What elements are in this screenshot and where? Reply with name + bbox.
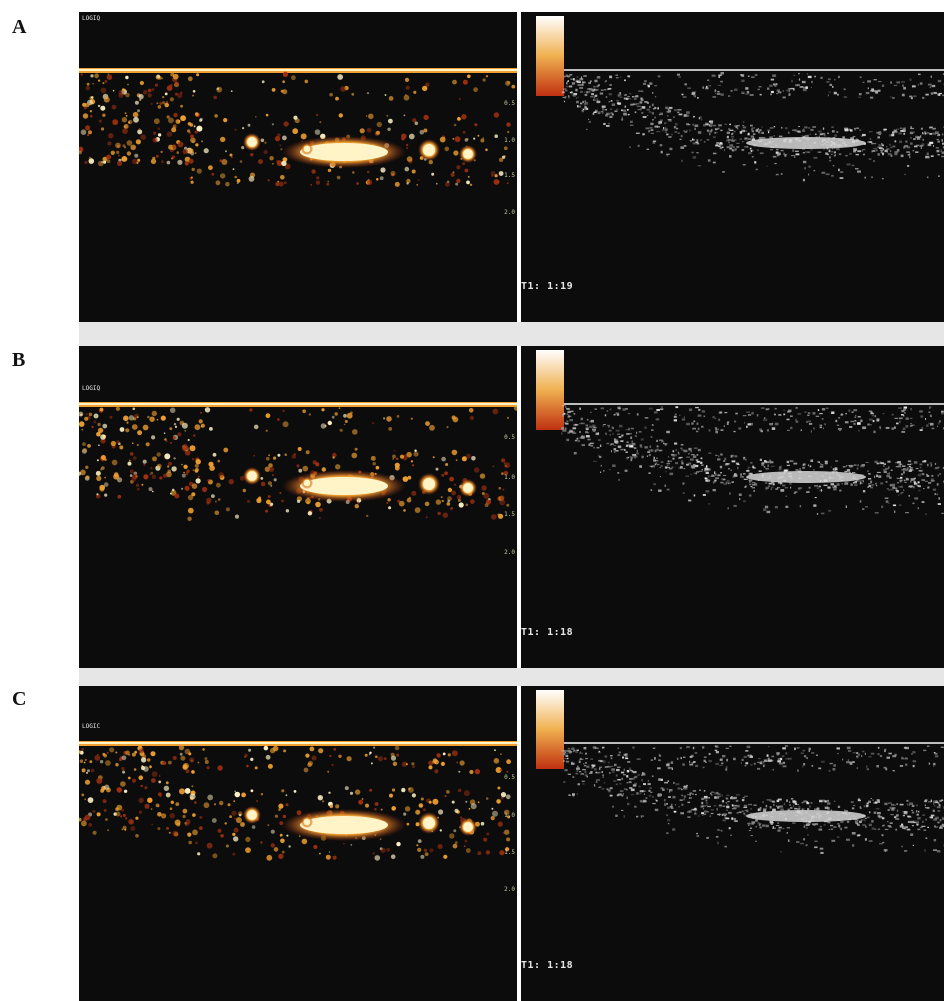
contrast-scan-c (79, 741, 517, 861)
depth-tick: 2.0 (504, 886, 515, 893)
panel-label-a: A (12, 16, 27, 38)
depth-tick: 1.0 (504, 137, 515, 144)
depth-tick: 0.5 (504, 100, 515, 107)
ultrasound-row-c: LOGIC 0.5 1.0 1.5 2.0 T1: 1:18 (79, 686, 944, 1001)
timer-readout: T1: 1:19 (521, 281, 574, 292)
scanner-logo: LOGIQ (82, 15, 101, 22)
depth-tick: 2.0 (504, 209, 515, 216)
depth-tick: 1.5 (504, 511, 515, 518)
bmode-scan-c (536, 690, 944, 854)
contrast-image-a: LOGIQ 0.5 1.0 1.5 2.0 (79, 12, 517, 322)
contrast-image-c: LOGIC 0.5 1.0 1.5 2.0 (79, 686, 517, 1001)
contrast-image-b: LOGIQ 0.5 1.0 1.5 2.0 (79, 346, 517, 668)
depth-tick: 2.0 (504, 549, 515, 556)
panel-separator (79, 668, 944, 686)
bmode-image-b: T1: 1:18 (521, 346, 944, 668)
depth-tick: 1.5 (504, 172, 515, 179)
depth-tick: 0.5 (504, 434, 515, 441)
contrast-scan-a (79, 68, 517, 187)
depth-tick: 1.0 (504, 812, 515, 819)
panel-separator (79, 322, 944, 346)
scanner-logo: LOGIQ (82, 385, 101, 392)
scanner-logo: LOGIC (82, 723, 101, 730)
depth-tick: 1.0 (504, 474, 515, 481)
bmode-image-a: T1: 1:19 (521, 12, 944, 322)
depth-tick: 1.5 (504, 849, 515, 856)
ultrasound-row-a: LOGIQ 0.5 1.0 1.5 2.0 T1: 1:19 (79, 12, 944, 322)
image-divider (517, 686, 521, 1001)
bmode-image-c: T1: 1:18 (521, 686, 944, 1001)
image-divider (517, 346, 521, 668)
bmode-scan-a (536, 16, 944, 182)
depth-tick: 0.5 (504, 774, 515, 781)
timer-readout: T1: 1:18 (521, 960, 574, 971)
timer-readout: T1: 1:18 (521, 627, 574, 638)
panel-label-b: B (12, 349, 26, 371)
ultrasound-row-b: LOGIQ 0.5 1.0 1.5 2.0 T1: 1:18 (79, 346, 944, 668)
image-divider (517, 12, 521, 322)
contrast-scan-b (79, 402, 517, 521)
panel-label-c: C (12, 688, 27, 710)
bmode-scan-b (536, 350, 944, 515)
